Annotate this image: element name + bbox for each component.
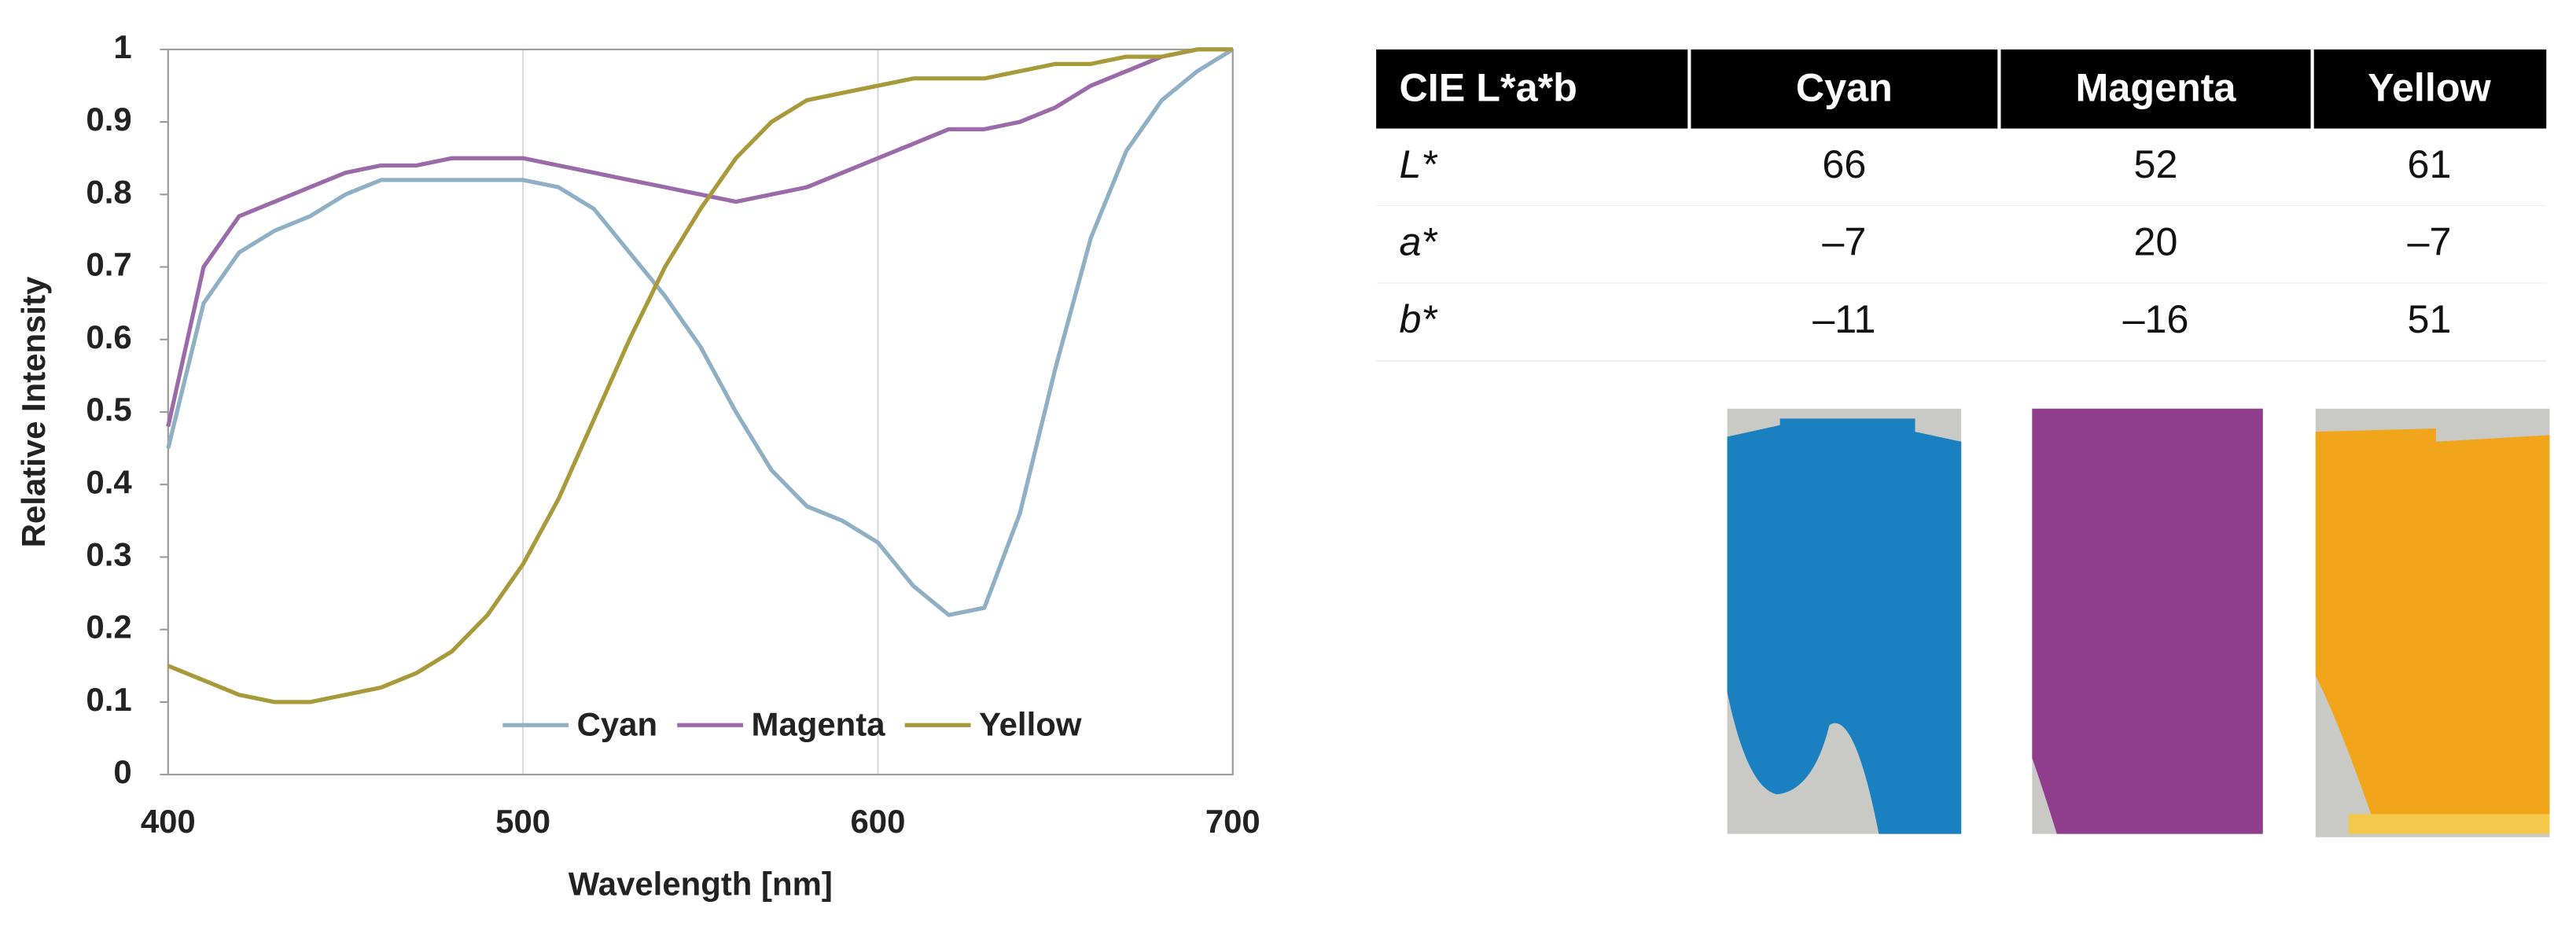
legend-label: Magenta bbox=[752, 705, 886, 742]
y-tick-label: 0.9 bbox=[86, 101, 131, 138]
y-tick-label: 0.2 bbox=[86, 609, 131, 646]
table-header: CIE L*a*b bbox=[1399, 65, 1577, 110]
row-label: b* bbox=[1399, 296, 1437, 341]
table-cell: 61 bbox=[2407, 142, 2451, 186]
table-cell: 20 bbox=[2134, 219, 2178, 264]
series-line bbox=[167, 47, 1233, 704]
y-tick-label: 0 bbox=[113, 753, 131, 790]
table-cell: 66 bbox=[1822, 142, 1866, 186]
x-tick-label: 400 bbox=[141, 803, 196, 840]
table-header: Yellow bbox=[2368, 65, 2491, 110]
x-tick-label: 700 bbox=[1205, 803, 1260, 840]
x-tick-label: 600 bbox=[850, 803, 905, 840]
table-cell: –16 bbox=[2123, 296, 2189, 341]
x-axis-label: Wavelength [nm] bbox=[569, 866, 833, 903]
y-tick-label: 0.8 bbox=[86, 173, 131, 210]
cyan-photo bbox=[1727, 418, 1962, 834]
series-line bbox=[166, 47, 1235, 617]
table-row-bg bbox=[1376, 206, 2547, 284]
y-tick-label: 1 bbox=[113, 28, 131, 65]
y-axis-label: Relative Intensity bbox=[15, 276, 52, 547]
y-tick-label: 0.1 bbox=[86, 681, 131, 718]
table-header: Magenta bbox=[2076, 65, 2237, 110]
yellow-photo bbox=[2315, 428, 2550, 821]
row-label: L* bbox=[1399, 142, 1437, 186]
table-cell: –7 bbox=[1822, 219, 1866, 264]
table-header: Cyan bbox=[1796, 65, 1893, 110]
plot-frame bbox=[167, 48, 1234, 776]
series-line bbox=[166, 47, 1233, 428]
table-cell: –11 bbox=[1812, 296, 1875, 341]
table-cell: 52 bbox=[2134, 142, 2178, 186]
y-tick-label: 0.7 bbox=[86, 246, 131, 283]
x-tick-label: 500 bbox=[495, 803, 550, 840]
legend-label: Yellow bbox=[979, 705, 1082, 742]
table-row-bg bbox=[1376, 283, 2547, 362]
y-tick-label: 0.5 bbox=[86, 391, 131, 428]
yellow-photo-rim bbox=[2348, 814, 2550, 834]
magenta-photo bbox=[2032, 408, 2263, 834]
y-tick-label: 0.6 bbox=[86, 318, 131, 355]
table-header-bg bbox=[1376, 49, 2547, 129]
table-row-bg bbox=[1376, 128, 2547, 207]
table-cell: 51 bbox=[2407, 296, 2451, 341]
table-cell: –7 bbox=[2407, 219, 2451, 264]
legend-label: Cyan bbox=[577, 705, 657, 742]
y-tick-label: 0.3 bbox=[86, 536, 131, 573]
row-label: a* bbox=[1399, 219, 1437, 264]
y-tick-label: 0.4 bbox=[86, 463, 132, 500]
